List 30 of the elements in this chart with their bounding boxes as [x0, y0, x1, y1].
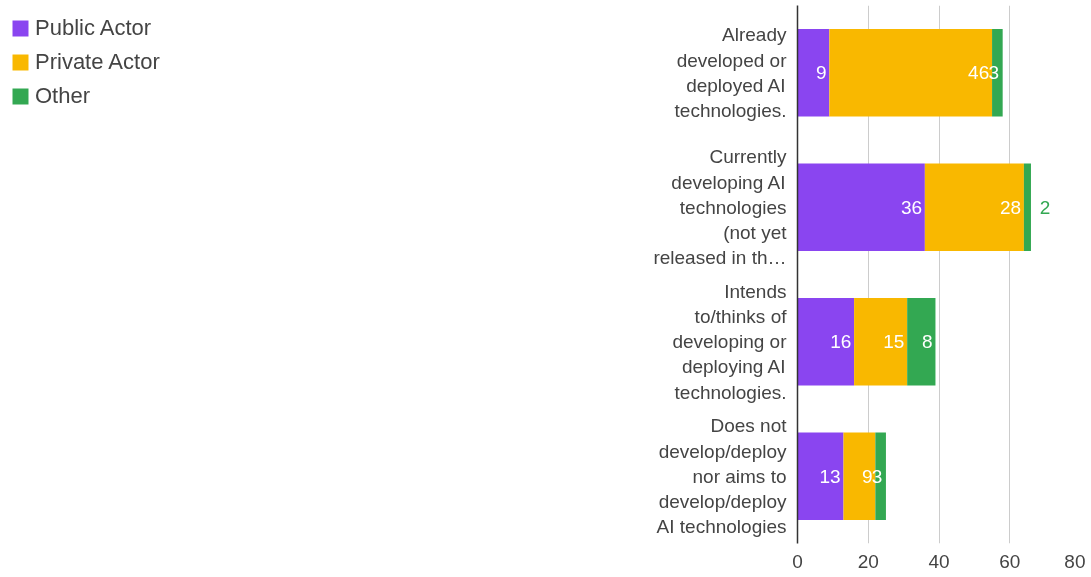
data-label: 2: [1039, 196, 1051, 218]
bar: [797, 298, 855, 386]
bar: [854, 298, 908, 386]
y-tick-label: Does not develop/deploy nor aims to develop/deploy AI technologies: [656, 415, 788, 538]
data-label: 16: [830, 331, 852, 353]
y-tick-label: Intends to/thinks of developing or deploying AI technologies.: [672, 280, 788, 403]
bar: [907, 298, 936, 386]
x-tick-label: 60: [999, 550, 1021, 572]
y-tick-label: Already developed or deployed AI technologies.: [674, 24, 788, 122]
data-label: 46: [968, 62, 990, 84]
bar: [797, 29, 830, 117]
data-label: 9: [861, 465, 873, 487]
bar: [797, 163, 925, 251]
x-tick-label: 20: [857, 550, 879, 572]
bar: [924, 163, 1024, 251]
data-label: 15: [883, 331, 905, 353]
bar: [1023, 163, 1031, 251]
x-tick-label: 40: [928, 550, 950, 572]
data-label: 28: [999, 196, 1022, 218]
legend-label: Other: [35, 83, 91, 109]
legend-label: Private Actor: [35, 49, 160, 75]
y-tick-label: Currently developing AI technologies (not yet released in th…: [653, 146, 788, 269]
data-label: 13: [819, 465, 841, 487]
data-label: 36: [900, 196, 923, 218]
bar: [797, 432, 844, 520]
data-label: 9: [815, 62, 827, 84]
data-label: 8: [922, 331, 933, 353]
legend-label: Public Actor: [35, 15, 152, 41]
x-tick-label: 80: [1064, 550, 1086, 572]
x-tick-label: 0: [792, 550, 803, 572]
